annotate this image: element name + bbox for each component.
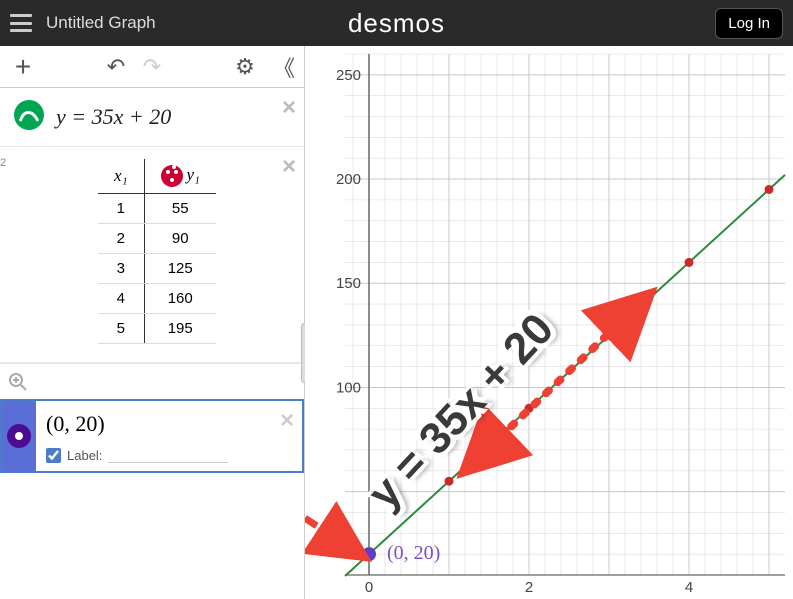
label-caption: Label: xyxy=(67,448,102,463)
graph-canvas[interactable]: 0 2 4 100 150 200 250 xyxy=(305,46,793,599)
collapse-panel-icon[interactable]: 《 xyxy=(264,50,298,84)
svg-text:0: 0 xyxy=(365,579,373,596)
equation-text[interactable]: y = 35x + 20 xyxy=(56,96,298,138)
redo-button[interactable]: ↷ xyxy=(135,50,169,84)
top-bar: Untitled Graph desmos Log In xyxy=(0,0,793,46)
graph-title[interactable]: Untitled Graph xyxy=(46,13,156,33)
login-button[interactable]: Log In xyxy=(715,8,783,39)
settings-gear-icon[interactable]: ⚙ xyxy=(228,50,262,84)
point-color-tab[interactable] xyxy=(2,401,36,471)
point-coord-text[interactable]: (0, 20) xyxy=(46,411,294,437)
graph-area[interactable]: 024100150200250 y = 35x + 20 (0, 20) xyxy=(305,46,793,599)
close-icon[interactable]: × xyxy=(280,407,294,435)
point-label-on-graph: (0, 20) xyxy=(387,542,440,565)
svg-text:150: 150 xyxy=(336,275,361,292)
desmos-logo: desmos xyxy=(348,8,445,39)
menu-icon[interactable] xyxy=(10,14,32,32)
undo-button[interactable]: ↶ xyxy=(99,50,133,84)
expression-toolbar: + ↶ ↷ ⚙ 《 xyxy=(0,46,304,88)
svg-text:250: 250 xyxy=(336,67,361,84)
close-icon[interactable]: × xyxy=(282,94,296,122)
line-color-swatch[interactable] xyxy=(14,100,44,130)
table-row[interactable]: 3125 xyxy=(98,254,216,284)
label-checkbox[interactable] xyxy=(46,448,61,463)
expression-row-point-selected[interactable]: (0, 20) Label: × xyxy=(0,399,304,473)
expression-panel: + ↶ ↷ ⚙ 《 y = 35x + 20 × xyxy=(0,46,305,599)
svg-text:4: 4 xyxy=(685,579,693,596)
expression-list: y = 35x + 20 × 2 x₁ y₁ 15529031254160519… xyxy=(0,88,304,599)
expression-row-table[interactable]: 2 x₁ y₁ 155290312541605195 × xyxy=(0,147,304,363)
svg-text:2: 2 xyxy=(525,579,533,596)
dice-icon[interactable] xyxy=(161,165,183,187)
table-header-y: y₁ xyxy=(144,159,216,194)
table-row[interactable]: 5195 xyxy=(98,314,216,344)
add-expression-button[interactable]: + xyxy=(6,50,40,84)
zoom-fit-row[interactable] xyxy=(0,363,304,399)
data-table[interactable]: x₁ y₁ 155290312541605195 xyxy=(98,159,216,344)
label-input[interactable] xyxy=(108,447,228,463)
table-row[interactable]: 290 xyxy=(98,224,216,254)
table-row[interactable]: 4160 xyxy=(98,284,216,314)
expression-row-equation[interactable]: y = 35x + 20 × xyxy=(0,88,304,147)
table-header-x: x₁ xyxy=(98,159,144,194)
svg-text:100: 100 xyxy=(336,379,361,396)
point-swatch-icon xyxy=(7,424,31,448)
close-icon[interactable]: × xyxy=(282,153,296,181)
svg-text:200: 200 xyxy=(336,171,361,188)
table-row[interactable]: 155 xyxy=(98,194,216,224)
zoom-fit-icon xyxy=(8,372,28,392)
